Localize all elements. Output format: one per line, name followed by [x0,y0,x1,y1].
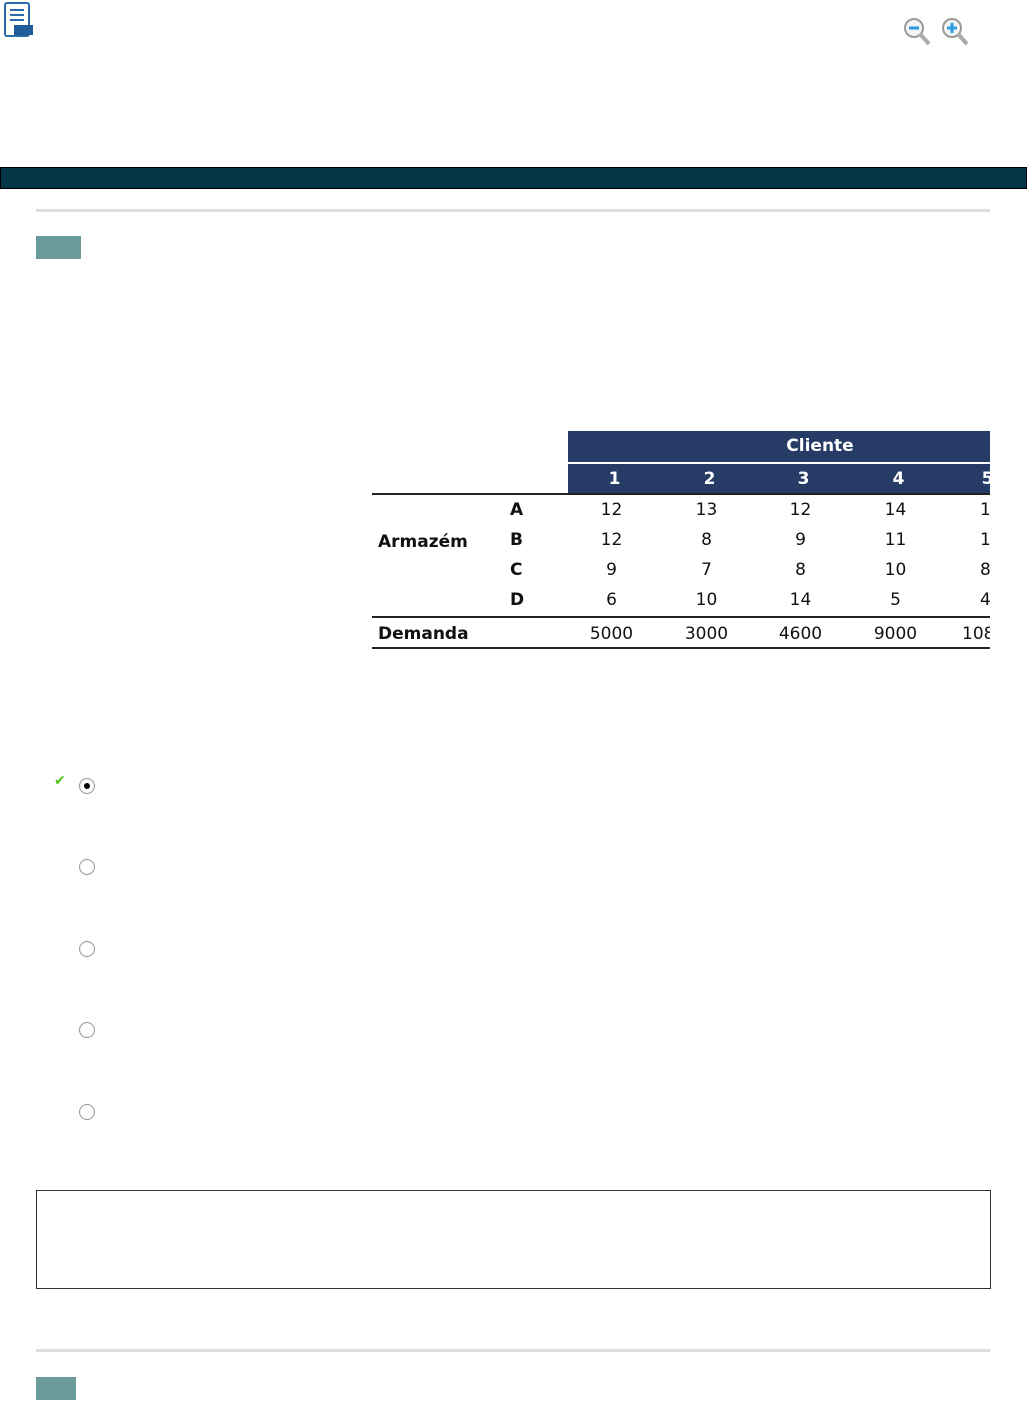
question-badge [36,1377,76,1400]
question-badge [36,236,81,259]
table-cell: 13 [695,500,718,520]
option-radio-5[interactable] [79,1104,95,1120]
table-cell: 5 [890,590,901,610]
column-header: 1 [608,469,621,489]
divider [36,1349,990,1352]
demand-cell: 5000 [589,624,634,644]
table-cell: 9 [606,560,617,580]
divider [36,209,990,212]
zoom-in-icon[interactable] [940,16,969,46]
feedback-box [36,1190,991,1289]
row-label: A [510,500,524,520]
table-cell: 11 [884,530,907,550]
column-header: 5 [981,469,990,489]
table-cell: 4 [980,590,990,610]
option-radio-4[interactable] [79,1022,95,1038]
table-cell: 9 [795,530,806,550]
column-header: 2 [703,469,716,489]
table-cell: 12 [600,530,623,550]
cost-table: Cliente 1 2 3 4 5 Armazém A 12 13 12 14 1 B 12 8… [372,430,990,652]
zoom-out-icon[interactable] [902,16,931,46]
column-header: 3 [797,469,810,489]
table-cell: 10 [695,590,718,610]
table-cell: 12 [789,500,812,520]
column-header: 4 [892,469,905,489]
table-rule [372,493,990,495]
demand-cell: 9000 [873,624,918,644]
row-label: C [510,560,523,580]
table-group-header: Cliente [568,431,990,462]
table-cell: 10 [884,560,907,580]
table-cell: 6 [606,590,617,610]
demand-cell: 3000 [684,624,729,644]
notes-icon[interactable] [3,2,35,38]
table-cell: 12 [600,500,623,520]
table-cell: 14 [884,500,907,520]
table-cell: 8 [701,530,712,550]
demand-cell: 108 [962,624,990,644]
option-radio-3[interactable] [79,941,95,957]
header-bar [0,167,1027,189]
table-cell: 1 [980,500,990,520]
demand-label: Demanda [378,624,469,644]
table-cell: 8 [980,560,990,580]
demand-cell: 4600 [778,624,823,644]
row-label: D [510,590,525,610]
table-cell: 14 [789,590,812,610]
table-column-header-row: 1 2 3 4 5 [568,464,990,494]
table-cell: 1 [980,530,990,550]
row-label: B [510,530,523,550]
option-radio-1[interactable] [79,778,95,794]
correct-check-icon: ✔ [54,773,66,789]
option-radio-2[interactable] [79,859,95,875]
table-cell: 8 [795,560,806,580]
table-rule [372,647,990,649]
table-rule [372,616,990,618]
table-cell: 7 [701,560,712,580]
row-group-label: Armazém [378,532,468,552]
